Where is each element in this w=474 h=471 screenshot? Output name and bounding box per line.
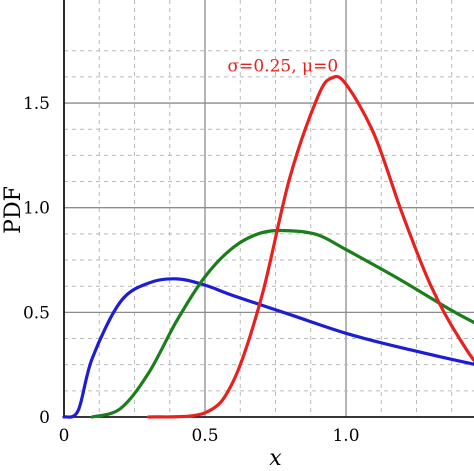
x-tick-label: 1.0 — [332, 426, 359, 446]
series-line-sigma-0-5 — [90, 228, 474, 419]
axes — [63, 0, 474, 418]
y-tick-label: 0.5 — [23, 303, 50, 323]
y-tick-label: 1.0 — [23, 199, 50, 219]
series-line-sigma-1 — [62, 277, 474, 419]
x-tick-label: 0.5 — [191, 426, 218, 446]
y-axis-label: PDF — [1, 186, 26, 234]
series-annotation: σ=0.25, μ=0 — [228, 57, 339, 77]
series-annotations: σ=0.25, μ=0σ=0.5, μ=0σ=1, μ=0 — [228, 57, 339, 77]
series-curves — [62, 74, 474, 419]
x-tick-label: 0 — [59, 426, 70, 446]
y-tick-label: 1.5 — [23, 94, 50, 114]
series-line-sigma-0-25 — [147, 74, 474, 419]
x-axis-label: x — [269, 446, 282, 471]
y-tick-label: 0 — [39, 408, 50, 428]
tick-labels: 00.51.01.52.02.500.51.01.5 — [23, 94, 474, 446]
